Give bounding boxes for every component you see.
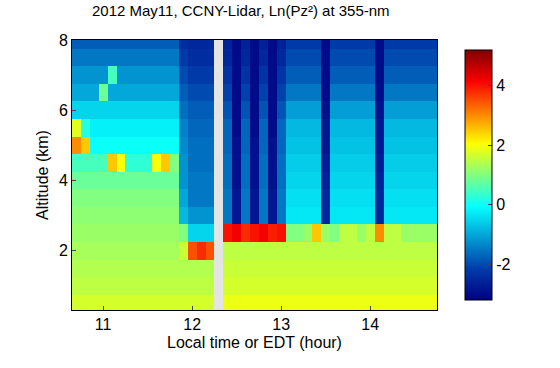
svg-text:2: 2 — [59, 242, 68, 259]
svg-text:8: 8 — [59, 32, 68, 49]
svg-text:14: 14 — [361, 316, 379, 333]
svg-text:2012 May11, CCNY-Lidar, Ln(Pz²: 2012 May11, CCNY-Lidar, Ln(Pz²) at 355-n… — [92, 2, 390, 19]
svg-text:0: 0 — [496, 196, 505, 213]
svg-text:Local time or EDT (hour): Local time or EDT (hour) — [167, 334, 342, 351]
svg-text:-2: -2 — [496, 256, 510, 273]
svg-text:2: 2 — [496, 137, 505, 154]
svg-text:Altitude (km): Altitude (km) — [34, 130, 51, 220]
svg-text:4: 4 — [496, 77, 505, 94]
svg-text:6: 6 — [59, 102, 68, 119]
svg-text:12: 12 — [183, 316, 201, 333]
svg-text:4: 4 — [59, 172, 68, 189]
svg-text:13: 13 — [272, 316, 290, 333]
svg-text:11: 11 — [95, 316, 112, 333]
